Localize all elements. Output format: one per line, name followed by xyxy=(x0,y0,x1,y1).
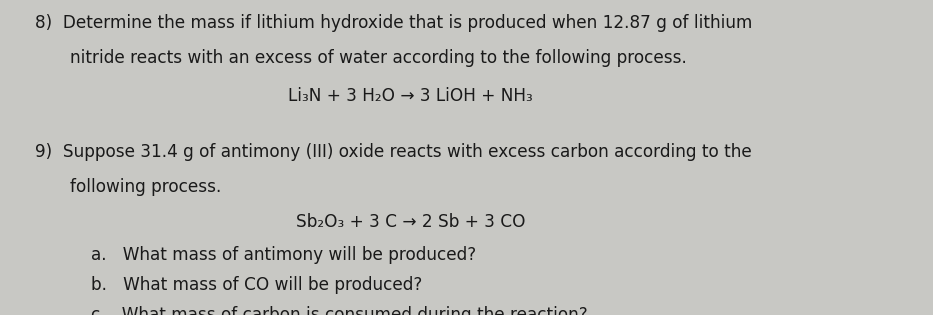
Text: Sb₂O₃ + 3 C → 2 Sb + 3 CO: Sb₂O₃ + 3 C → 2 Sb + 3 CO xyxy=(296,213,525,231)
Text: nitride reacts with an excess of water according to the following process.: nitride reacts with an excess of water a… xyxy=(70,49,687,67)
Text: following process.: following process. xyxy=(70,178,221,196)
Text: 9)  Suppose 31.4 g of antimony (III) oxide reacts with excess carbon according t: 9) Suppose 31.4 g of antimony (III) oxid… xyxy=(35,143,752,161)
Text: b.   What mass of CO will be produced?: b. What mass of CO will be produced? xyxy=(91,276,423,294)
Text: 8)  Determine the mass if lithium hydroxide that is produced when 12.87 g of lit: 8) Determine the mass if lithium hydroxi… xyxy=(35,14,753,32)
Text: c.   What mass of carbon is consumed during the reaction?: c. What mass of carbon is consumed durin… xyxy=(91,306,588,315)
Text: a.   What mass of antimony will be produced?: a. What mass of antimony will be produce… xyxy=(91,246,477,264)
Text: Li₃N + 3 H₂O → 3 LiOH + NH₃: Li₃N + 3 H₂O → 3 LiOH + NH₃ xyxy=(288,87,533,105)
